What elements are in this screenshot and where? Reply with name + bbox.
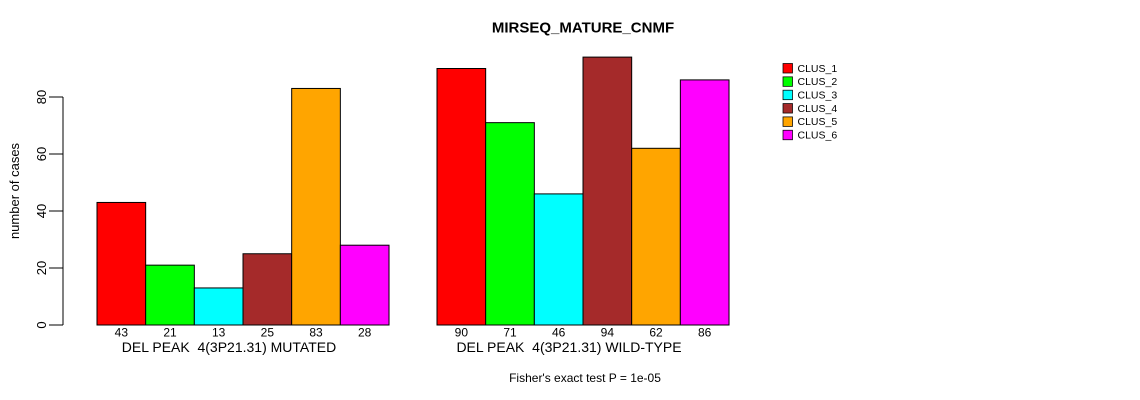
fisher-test-caption: Fisher's exact test P = 1e-05 [509, 371, 661, 385]
bar-value-label: 21 [163, 326, 177, 340]
legend-label: CLUS_3 [798, 90, 838, 102]
bar-value-label: 94 [601, 326, 615, 340]
bar-clus_4 [242, 253, 293, 326]
chart-title: MIRSEQ_MATURE_CNMF [492, 20, 674, 37]
bar-clus_2 [485, 122, 535, 326]
bar-clus_2 [145, 264, 195, 326]
y-tick-label: 40 [34, 204, 49, 218]
y-tick-label: 20 [34, 261, 49, 275]
bar-clus_5 [291, 87, 341, 326]
bar-clus_6 [339, 244, 390, 326]
group-label-mutated: DEL PEAK 4(3P21.31) MUTATED [122, 339, 336, 355]
bar-value-label: 13 [212, 326, 226, 340]
y-tick-label: 0 [34, 321, 49, 328]
y-axis-title: number of cases [7, 142, 22, 239]
legend-swatch-clus_3 [782, 89, 793, 101]
bar-clus_1 [96, 201, 147, 326]
bar-value-label: 86 [698, 326, 712, 340]
bar-clus_3 [193, 287, 244, 326]
legend-label: CLUS_1 [798, 63, 838, 75]
bar-value-label: 28 [358, 326, 372, 340]
bar-clus_4 [582, 56, 633, 326]
legend-swatch-clus_1 [782, 63, 793, 74]
legend-swatch-clus_2 [782, 76, 793, 87]
legend-label: CLUS_5 [798, 116, 838, 128]
legend-label: CLUS_4 [798, 103, 838, 115]
bar-value-label: 46 [552, 326, 566, 340]
bar-value-label: 90 [455, 326, 469, 340]
legend-swatch-clus_5 [782, 116, 793, 127]
bar-value-label: 43 [115, 326, 129, 340]
legend-label: CLUS_2 [798, 76, 838, 88]
bar-value-label: 62 [649, 326, 663, 340]
bar-value-label: 83 [309, 326, 323, 340]
y-tick-label: 60 [34, 147, 49, 161]
bar-value-label: 25 [261, 326, 275, 340]
bar-clus_1 [436, 68, 487, 326]
bar-value-labels: 43 21 13 25 83 28 90 71 46 94 62 86 [115, 326, 712, 340]
y-axis: 0 20 40 60 80 [34, 90, 64, 329]
group-label-wild-type: DEL PEAK 4(3P21.31) WILD-TYPE [456, 339, 681, 355]
bar-value-label: 71 [503, 326, 517, 340]
legend-swatch-clus_6 [782, 129, 793, 141]
bar-clus_6 [679, 79, 730, 326]
y-tick-label: 80 [34, 90, 49, 104]
bars [96, 56, 730, 326]
bar-clus_5 [631, 147, 681, 326]
legend-swatch-clus_4 [782, 103, 793, 114]
legend-label: CLUS_6 [798, 130, 838, 142]
bar-clus_3 [533, 193, 584, 326]
